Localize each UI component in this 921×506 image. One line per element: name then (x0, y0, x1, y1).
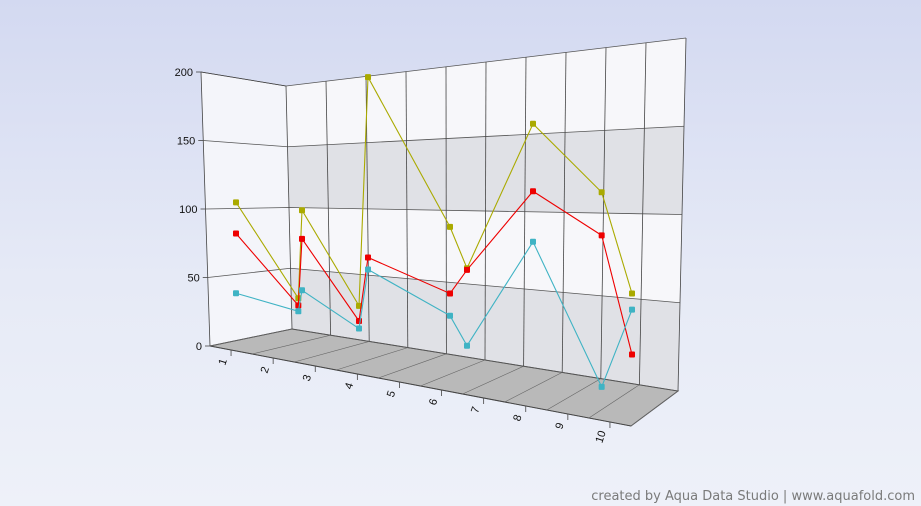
series-point-3 (299, 287, 305, 294)
x-tick-label: 8 (511, 413, 524, 423)
x-gridline (523, 57, 527, 367)
series-point-3 (530, 238, 536, 245)
series-point-3 (598, 383, 605, 390)
floor-gridline (209, 328, 293, 347)
series-point-1 (598, 189, 605, 196)
watermark: created by Aqua Data Studio | www.aquafo… (591, 489, 915, 504)
x-tick-label: 4 (343, 381, 356, 391)
y-tick-label: 150 (177, 136, 195, 148)
y-tick-label: 100 (179, 204, 197, 216)
x-gridline (484, 61, 487, 361)
series-point-2 (629, 351, 635, 358)
floor-gridline (378, 353, 447, 379)
floor-gridline (630, 390, 679, 427)
x-tick-label: 6 (427, 397, 440, 407)
x-gridline (639, 42, 647, 385)
series-point-2 (365, 254, 371, 261)
x-tick-label: 2 (259, 365, 272, 375)
series-point-3 (629, 306, 635, 313)
series-point-3 (233, 290, 239, 297)
x-gridline (677, 37, 687, 392)
y-tick-label: 200 (175, 67, 193, 79)
series-point-1 (299, 207, 305, 214)
series-point-2 (299, 235, 305, 242)
y-tick-label: 0 (196, 341, 202, 353)
series-point-1 (447, 223, 453, 230)
x-gridline (405, 71, 409, 348)
series-point-2 (464, 266, 470, 273)
series-line-1 (235, 75, 633, 308)
left-wall (201, 72, 292, 346)
x-tick-label: 10 (594, 429, 609, 444)
floor-gridline (420, 359, 486, 387)
x-tick-label: 7 (469, 405, 482, 415)
series-line-3 (235, 240, 633, 389)
x-gridline (561, 52, 567, 373)
series-point-1 (530, 120, 536, 127)
series-point-3 (295, 308, 302, 315)
x-gridline (600, 47, 607, 379)
x-tick-label: 1 (217, 357, 230, 367)
series-point-2 (598, 232, 605, 239)
series-point-1 (629, 290, 635, 297)
series-line-2 (235, 190, 633, 355)
floor-gridline (462, 365, 524, 395)
floor-gridline (336, 347, 408, 371)
y-tick-label: 50 (188, 273, 200, 285)
series-point-1 (233, 199, 239, 206)
floor-gridline (546, 378, 601, 411)
floor-gridline (504, 372, 563, 403)
series-point-2 (447, 290, 453, 297)
series-point-3 (464, 342, 470, 349)
series-point-2 (295, 302, 302, 309)
x-tick-label: 5 (385, 389, 398, 399)
x-gridline (325, 81, 331, 336)
floor-gridline (588, 384, 640, 419)
x-axis-line (209, 345, 632, 427)
series-point-1 (365, 74, 371, 81)
x-tick-label: 3 (301, 373, 314, 383)
left-wall-top (200, 71, 287, 87)
series-point-2 (233, 230, 239, 237)
x-tick-label: 9 (553, 421, 566, 431)
series-point-3 (356, 325, 362, 332)
series-point-2 (530, 188, 536, 195)
series-point-3 (447, 312, 453, 319)
x-gridline (285, 85, 293, 330)
floor-gridline (294, 341, 370, 363)
floor-gridline (252, 334, 331, 355)
series-point-3 (365, 266, 371, 273)
series-point-2 (356, 317, 362, 324)
